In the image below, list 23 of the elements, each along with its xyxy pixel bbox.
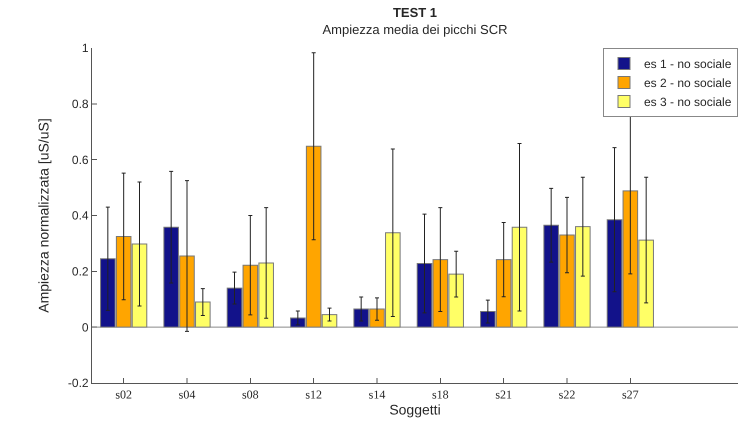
x-tick-label: s04 [178,387,196,402]
x-tick-label: s18 [432,387,449,402]
x-axis-title: Soggetti [389,402,441,418]
x-tick-label: s12 [305,387,322,402]
x-tick-label: s21 [495,387,512,402]
x-tick-label: s22 [558,387,576,402]
legend-label: es 2 - no sociale [644,76,732,90]
x-tick-label: s02 [115,387,132,402]
y-tick-label: -0.2 [68,376,89,390]
y-tick-label: 0.8 [72,97,89,112]
y-axis-title: Ampiezza normalizzata [uS/uS] [36,118,52,313]
legend-label: es 1 - no sociale [644,57,732,72]
y-tick-label: 1 [82,41,89,56]
legend-label: es 3 - no sociale [644,95,732,110]
x-tick-label: s08 [242,387,259,402]
y-tick-label: 0 [82,320,89,334]
y-tick-label: 0.4 [72,208,89,223]
chart-subtitle: Ampiezza media dei picchi SCR [322,22,508,38]
x-tick-label: s27 [622,387,639,402]
chart-title: TEST 1 [392,5,438,20]
y-tick-label: 0.2 [72,264,89,279]
x-tick-label: s14 [368,387,386,402]
y-tick-label: 0.6 [72,152,89,167]
